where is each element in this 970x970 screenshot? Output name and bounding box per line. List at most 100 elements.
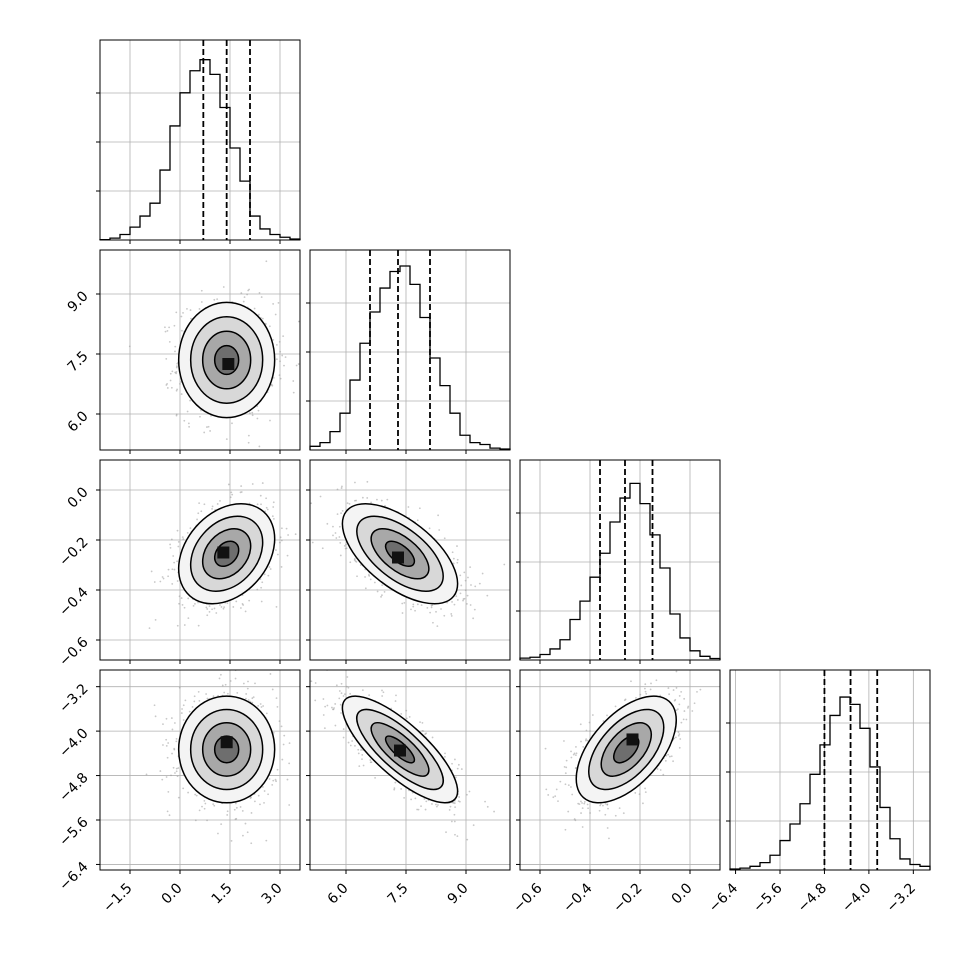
sample-point <box>249 412 251 415</box>
sample-point <box>675 709 678 712</box>
y-tick-label: 0.0 <box>65 484 92 511</box>
sample-point <box>165 384 168 386</box>
sample-point <box>194 602 196 605</box>
sample-point <box>456 767 459 770</box>
sample-point <box>474 585 477 588</box>
sample-point <box>175 311 178 314</box>
density-layer <box>310 480 506 628</box>
sample-point <box>169 372 172 375</box>
sample-point <box>452 802 455 804</box>
sample-point <box>192 605 195 607</box>
sample-point <box>333 707 335 709</box>
sample-point <box>384 504 386 507</box>
sample-point <box>173 561 176 564</box>
sample-point <box>169 546 172 549</box>
sample-point <box>258 445 261 448</box>
sample-point <box>450 615 453 617</box>
sample-point <box>265 506 268 509</box>
sample-point <box>469 604 472 606</box>
sample-point <box>416 519 419 522</box>
sample-point <box>251 483 254 485</box>
sample-point <box>206 608 209 610</box>
sample-point <box>177 540 180 543</box>
sample-point <box>268 566 271 568</box>
histogram-panel-1 <box>306 249 511 454</box>
sample-point <box>275 358 278 361</box>
y-tick-label: −0.4 <box>56 584 91 619</box>
sample-point <box>197 624 200 627</box>
sample-point <box>456 545 458 547</box>
sample-point <box>335 684 338 687</box>
y-tick-label: −0.2 <box>56 534 91 569</box>
sample-point <box>366 480 369 483</box>
sample-point <box>265 712 268 715</box>
sample-point <box>200 409 202 412</box>
sample-point <box>249 797 252 800</box>
sample-point <box>196 518 198 521</box>
sample-point <box>423 798 426 800</box>
sample-point <box>208 611 211 613</box>
sample-point <box>607 807 609 810</box>
sample-point <box>263 573 266 576</box>
sample-point <box>277 301 280 304</box>
sample-point <box>370 501 372 504</box>
sample-point <box>644 683 647 686</box>
sample-point <box>159 580 162 583</box>
sample-point <box>167 568 170 571</box>
sample-point <box>444 752 446 755</box>
sample-point <box>339 554 342 557</box>
sample-point <box>275 780 277 783</box>
sample-point <box>212 803 215 806</box>
sample-point <box>364 587 367 590</box>
sample-point <box>265 497 268 500</box>
sample-point <box>215 612 218 614</box>
sample-point <box>154 619 157 621</box>
sample-point <box>287 534 290 536</box>
sample-point <box>244 610 247 613</box>
sample-point <box>274 313 277 316</box>
sample-point <box>198 308 201 310</box>
sample-point <box>416 808 419 811</box>
sample-point <box>419 721 421 724</box>
sample-point <box>241 810 244 812</box>
sample-point <box>431 803 433 805</box>
sample-point <box>462 599 464 602</box>
sample-point <box>675 687 678 689</box>
sample-point <box>170 774 172 777</box>
y-tick-label: −6.4 <box>56 859 91 894</box>
sample-point <box>405 709 408 712</box>
sample-point <box>167 575 170 578</box>
sample-point <box>288 762 291 765</box>
sample-point <box>268 325 271 328</box>
sample-point <box>243 296 246 298</box>
sample-point <box>168 341 171 343</box>
x-tick-label: 9.0 <box>445 880 472 907</box>
sample-point <box>345 685 348 688</box>
sample-point <box>263 802 265 804</box>
sample-point <box>599 804 601 807</box>
sample-point <box>263 790 266 792</box>
sample-point <box>314 699 317 702</box>
sample-point <box>239 607 242 609</box>
sample-point <box>258 313 260 316</box>
sample-point <box>227 483 230 486</box>
sample-point <box>178 686 181 689</box>
sample-point <box>417 808 420 811</box>
sample-point <box>414 797 417 800</box>
sample-point <box>680 690 683 693</box>
sample-point <box>598 809 601 812</box>
sample-point <box>206 819 208 822</box>
sample-point <box>469 566 472 569</box>
sample-point <box>472 617 475 620</box>
sample-point <box>394 781 397 784</box>
sample-point <box>257 409 260 412</box>
panel-frame <box>99 459 301 661</box>
sample-point <box>177 545 180 548</box>
sample-point <box>271 515 274 518</box>
x-tick-label: 1.5 <box>209 880 236 907</box>
sample-point <box>150 570 153 573</box>
sample-point <box>393 787 396 790</box>
sample-point <box>403 796 406 799</box>
sample-point <box>173 748 176 751</box>
sample-point <box>338 536 341 538</box>
